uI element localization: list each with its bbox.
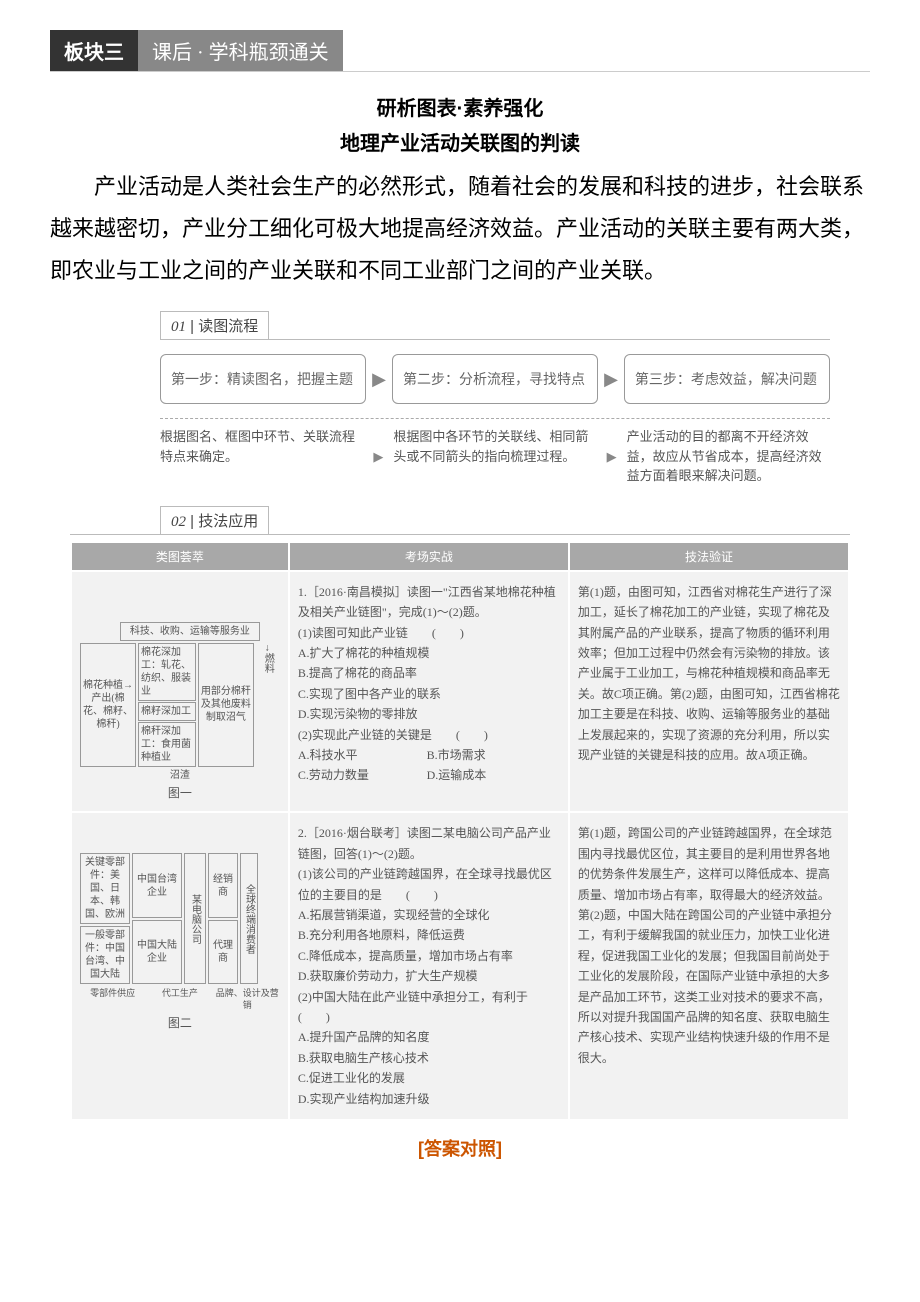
flow-box-1: 第一步：精读图名，把握主题 xyxy=(160,354,366,404)
q2-sub2: (2)中国大陆在此产业链中承担分工，有利于 ( ) xyxy=(298,987,560,1028)
cell-answer-1: 第(1)题，由图可知，江西省对棉花生产进行了深加工，延长了棉花加工的产业链，实现… xyxy=(569,571,849,813)
q1-opt-a: A.扩大了棉花的种植规模 xyxy=(298,643,560,663)
q1-sub2: (2)实现此产业链的关键是 ( ) xyxy=(298,725,560,745)
d2-box-c3: 某电脑公司 xyxy=(184,853,206,984)
flow-desc-row: 根据图名、框图中环节、关联流程特点来确定。 ▶ 根据图中各环节的关联线、相同箭头… xyxy=(160,427,830,486)
q2-opt-d: D.获取廉价劳动力，扩大生产规模 xyxy=(298,966,560,986)
cell-diagram-1: 科技、收购、运输等服务业 棉花种植→产出(棉花、棉籽、棉秆) 棉花深加工：轧花、… xyxy=(71,571,289,813)
d1-top: 科技、收购、运输等服务业 xyxy=(120,622,260,641)
flow-box-2: 第二步：分析流程，寻找特点 xyxy=(392,354,598,404)
col-header-2: 考场实战 xyxy=(289,542,569,571)
technique-table: 类图荟萃 考场实战 技法验证 科技、收购、运输等服务业 棉花种植→产出(棉花、棉… xyxy=(70,541,850,1121)
d2-col-4: 经销商 代理商 xyxy=(208,853,238,984)
q1-sub2-opts: A.科技水平 B.市场需求 C.劳动力数量 D.运输成本 xyxy=(298,745,560,786)
q1b-opt-c: C.劳动力数量 xyxy=(298,765,424,785)
q2b-opt-a: A.提升国产品牌的知名度 xyxy=(298,1027,560,1047)
q1b-opt-a: A.科技水平 xyxy=(298,745,424,765)
d1-bottom: 沼渣 xyxy=(140,769,220,782)
d2-box-c4a: 经销商 xyxy=(208,853,238,918)
table-row: 关键零部件：美国、日本、韩国、欧洲 一般零部件：中国台湾、中国大陆 中国台湾企业… xyxy=(71,812,849,1119)
q2b-opt-c: C.促进工业化的发展 xyxy=(298,1068,560,1088)
dashed-divider xyxy=(160,418,830,419)
q2-opt-a: A.拓展营销渠道，实现经营的全球化 xyxy=(298,905,560,925)
q1b-opt-b: B.市场需求 xyxy=(427,745,553,765)
cell-answer-2: 第(1)题，跨国公司的产业链跨越国界，在全球范围内寻找最优区位，其主要目的是利用… xyxy=(569,812,849,1119)
title-line-2: 地理产业活动关联图的判读 xyxy=(50,127,870,156)
col-header-3: 技法验证 xyxy=(569,542,849,571)
step-02-name: 技法应用 xyxy=(198,513,258,530)
flow-desc-3: 产业活动的目的都离不开经济效益，故应从节省成本，提高经济效益方面着眼来解决问题。 xyxy=(627,427,830,486)
d2-box-c4b: 代理商 xyxy=(208,920,238,985)
flow-diagram: 第一步：精读图名，把握主题 ▶ 第二步：分析流程，寻找特点 ▶ 第三步：考虑效益… xyxy=(160,339,830,404)
q1-stem: 1.［2016·南昌模拟］读图一"江西省某地棉花种植及相关产业链图"，完成(1)… xyxy=(298,582,560,623)
arrow-icon: ▶ xyxy=(607,447,617,467)
section-subtitle: 课后 · 学科瓶颈通关 xyxy=(138,30,343,71)
d1-row-3: 棉秆深加工：食用菌种植业 xyxy=(138,722,196,767)
step-01-name: 读图流程 xyxy=(198,318,258,335)
q1-opt-b: B.提高了棉花的商品率 xyxy=(298,663,560,683)
d2-col-5: 全球终端消费者 xyxy=(240,853,258,984)
step-02-label: 02 | 技法应用 xyxy=(160,506,269,534)
d1-row-2: 棉籽深加工 xyxy=(138,702,196,721)
d2-col-1: 关键零部件：美国、日本、韩国、欧洲 一般零部件：中国台湾、中国大陆 xyxy=(80,853,130,984)
cell-question-2: 2.［2016·烟台联考］读图二某电脑公司产品产业链图，回答(1)～(2)题。 … xyxy=(289,812,569,1119)
q1-sub1: (1)读图可知此产业链 ( ) xyxy=(298,623,560,643)
fig-caption-1: 图一 xyxy=(80,786,280,802)
d1-fuel: →燃料 xyxy=(256,643,280,767)
section-header: 板块三 课后 · 学科瓶颈通关 xyxy=(50,30,870,72)
d2-blabel-2: 代工生产 xyxy=(147,988,212,1011)
table-header-row: 类图荟萃 考场实战 技法验证 xyxy=(71,542,849,571)
intro-paragraph: 产业活动是人类社会生产的必然形式，随着社会的发展和科技的进步，社会联系越来越密切… xyxy=(50,166,870,291)
step-02-num: 02 xyxy=(171,514,186,530)
d2-box-c2b: 中国大陆企业 xyxy=(132,920,182,985)
q2b-opt-d: D.实现产业结构加速升级 xyxy=(298,1089,560,1109)
d1-mid: 棉花种植→产出(棉花、棉籽、棉秆) 棉花深加工：轧花、纺织、服装业 棉籽深加工 … xyxy=(80,643,280,767)
d1-center: 棉花深加工：轧花、纺织、服装业 棉籽深加工 棉秆深加工：食用菌种植业 xyxy=(138,643,196,767)
q1b-opt-d: D.运输成本 xyxy=(427,765,553,785)
q1-opt-c: C.实现了图中各产业的联系 xyxy=(298,684,560,704)
col-header-1: 类图荟萃 xyxy=(71,542,289,571)
page-root: 板块三 课后 · 学科瓶颈通关 研析图表·素养强化 地理产业活动关联图的判读 产… xyxy=(0,0,920,1191)
d2-blabel-3: 品牌、设计及营销 xyxy=(215,988,280,1011)
d2-col-3: 某电脑公司 xyxy=(184,853,206,984)
q2b-opt-b: B.获取电脑生产核心技术 xyxy=(298,1048,560,1068)
flow-box-3: 第三步：考虑效益，解决问题 xyxy=(624,354,830,404)
d2-bottom-labels: 零部件供应 代工生产 品牌、设计及营销 xyxy=(80,988,280,1011)
d2-grid: 关键零部件：美国、日本、韩国、欧洲 一般零部件：中国台湾、中国大陆 中国台湾企业… xyxy=(80,853,280,984)
table-row: 科技、收购、运输等服务业 棉花种植→产出(棉花、棉籽、棉秆) 棉花深加工：轧花、… xyxy=(71,571,849,813)
diagram-1: 科技、收购、运输等服务业 棉花种植→产出(棉花、棉籽、棉秆) 棉花深加工：轧花、… xyxy=(80,622,280,802)
diagram-2: 关键零部件：美国、日本、韩国、欧洲 一般零部件：中国台湾、中国大陆 中国台湾企业… xyxy=(80,853,280,1031)
d2-blabel-1: 零部件供应 xyxy=(80,988,145,1011)
d2-box-c1b: 一般零部件：中国台湾、中国大陆 xyxy=(80,926,130,984)
d1-row-1: 棉花深加工：轧花、纺织、服装业 xyxy=(138,643,196,701)
fig-caption-2: 图二 xyxy=(80,1016,280,1032)
d2-box-c1a: 关键零部件：美国、日本、韩国、欧洲 xyxy=(80,853,130,924)
d1-right: 用部分棉秆及其他废料制取沼气 xyxy=(198,643,254,767)
step-01-label: 01 | 读图流程 xyxy=(160,311,269,339)
cell-question-1: 1.［2016·南昌模拟］读图一"江西省某地棉花种植及相关产业链图"，完成(1)… xyxy=(289,571,569,813)
q2-stem: 2.［2016·烟台联考］读图二某电脑公司产品产业链图，回答(1)～(2)题。 xyxy=(298,823,560,864)
d1-left: 棉花种植→产出(棉花、棉籽、棉秆) xyxy=(80,643,136,767)
arrow-icon: ▶ xyxy=(373,447,383,467)
q2-sub1: (1)该公司的产业链跨越国界，在全球寻找最优区位的主要目的是 ( ) xyxy=(298,864,560,905)
q2-opt-c: C.降低成本，提高质量，增加市场占有率 xyxy=(298,946,560,966)
arrow-icon: ▶ xyxy=(372,369,386,390)
arrow-icon: ▶ xyxy=(604,369,618,390)
d2-col-2: 中国台湾企业 中国大陆企业 xyxy=(132,853,182,984)
flow-desc-1: 根据图名、框图中环节、关联流程特点来确定。 xyxy=(160,427,363,486)
d2-box-c5: 全球终端消费者 xyxy=(240,853,258,984)
section-tag: 板块三 xyxy=(50,30,138,71)
step-01-num: 01 xyxy=(171,319,186,335)
flow-row: 第一步：精读图名，把握主题 ▶ 第二步：分析流程，寻找特点 ▶ 第三步：考虑效益… xyxy=(160,354,830,404)
technique-table-wrap: 类图荟萃 考场实战 技法验证 科技、收购、运输等服务业 棉花种植→产出(棉花、棉… xyxy=(70,534,850,1121)
flow-desc-2: 根据图中各环节的关联线、相同箭头或不同箭头的指向梳理过程。 xyxy=(393,427,596,486)
cell-diagram-2: 关键零部件：美国、日本、韩国、欧洲 一般零部件：中国台湾、中国大陆 中国台湾企业… xyxy=(71,812,289,1119)
answer-label: [答案对照] xyxy=(50,1135,870,1161)
q2-opt-b: B.充分利用各地原料，降低运费 xyxy=(298,925,560,945)
q1-opt-d: D.实现污染物的零排放 xyxy=(298,704,560,724)
d2-box-c2a: 中国台湾企业 xyxy=(132,853,182,918)
title-line-1: 研析图表·素养强化 xyxy=(50,92,870,121)
